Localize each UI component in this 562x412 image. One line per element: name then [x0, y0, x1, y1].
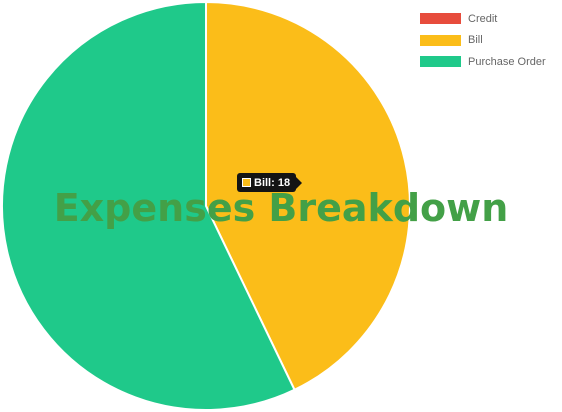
legend-item-bill[interactable]: Bill — [420, 30, 546, 52]
legend-item-purchase-order[interactable]: Purchase Order — [420, 51, 546, 73]
legend-swatch-bill — [420, 34, 461, 46]
legend-label-bill: Bill — [468, 34, 483, 47]
pie-slice-bill[interactable] — [205, 0, 411, 392]
legend-label-credit: Credit — [468, 12, 498, 25]
tooltip-text: Bill: 18 — [254, 176, 291, 189]
legend-swatch-credit — [420, 13, 461, 25]
legend-swatch-purchase-order — [420, 56, 461, 68]
pie-slice-purchase-order[interactable] — [1, 0, 296, 411]
legend-item-credit[interactable]: Credit — [420, 8, 546, 30]
chart-tooltip: Bill: 18 — [237, 173, 303, 192]
legend-label-purchase-order: Purchase Order — [468, 55, 546, 68]
chart-legend: Credit Bill Purchase Order — [420, 8, 546, 73]
tooltip-swatch — [242, 178, 251, 187]
